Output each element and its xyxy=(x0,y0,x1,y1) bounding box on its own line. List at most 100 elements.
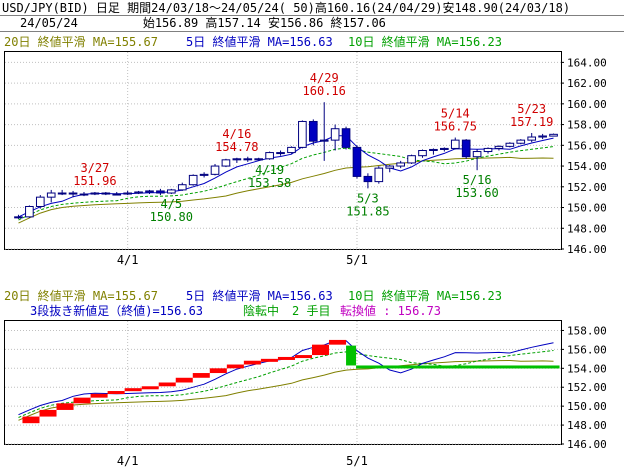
candle xyxy=(494,145,504,151)
candle-body xyxy=(341,128,351,148)
candle xyxy=(287,146,296,154)
candle-body xyxy=(90,192,100,195)
candle-body xyxy=(363,175,373,183)
candle xyxy=(25,205,34,218)
candle-body xyxy=(298,120,307,148)
brick-up xyxy=(209,368,227,374)
brick-up xyxy=(73,397,91,404)
brick-up xyxy=(243,360,261,365)
top-y-tick-label: 148.00 xyxy=(567,222,607,235)
candlestick-y-axis: 164.00 162.00 160.00 158.00 156.00 154.00 152.… xyxy=(561,56,607,256)
candle-body xyxy=(25,205,34,218)
candle xyxy=(123,190,132,196)
candle xyxy=(265,151,274,160)
candle-body xyxy=(79,193,89,196)
candle-body xyxy=(308,120,318,142)
top-y-tick-label: 154.00 xyxy=(567,160,607,173)
annotation-value: 151.85 xyxy=(346,204,389,218)
chart-header-period: USD/JPY(BID) 日足 期間24/03/18～24/05/24( 50)… xyxy=(2,1,571,15)
annotation-date: 5/14 xyxy=(441,107,470,121)
candle xyxy=(35,195,45,209)
candle xyxy=(46,189,56,203)
bottom-y-tick-label: 148.00 xyxy=(567,419,607,432)
candle xyxy=(374,166,384,184)
candle-body xyxy=(156,190,165,194)
brick-up xyxy=(39,409,57,417)
candle-body xyxy=(188,174,198,186)
candle-body xyxy=(123,192,132,195)
top-y-tick-label: 146.00 xyxy=(567,243,607,256)
legend-top-ma5: 5日 終値平滑 MA=156.63 xyxy=(186,34,333,49)
candle xyxy=(527,132,537,143)
brick-down xyxy=(346,345,357,366)
candle-body xyxy=(472,151,482,158)
candle-body xyxy=(167,189,176,194)
candle xyxy=(156,188,165,196)
candle xyxy=(472,149,482,171)
bottom-ma10-line xyxy=(18,350,554,418)
candle xyxy=(232,157,242,163)
three-line-break-count: 2 手目 xyxy=(292,304,330,318)
brick-up xyxy=(107,391,125,395)
top-y-tick-label: 156.00 xyxy=(567,139,607,152)
latest-ohlc: 始156.89 高157.14 安156.86 終157.06 xyxy=(142,16,386,30)
annotation-value: 156.75 xyxy=(434,120,477,134)
candle xyxy=(418,149,427,158)
three-line-break-label: 3段抜き新値足（終値)=156.63 xyxy=(30,303,203,318)
bottom-y-tick-label: 158.00 xyxy=(567,324,607,337)
candle xyxy=(177,182,187,191)
brick-up xyxy=(175,377,193,383)
chart-header-latest: 24/05/24 始156.89 高157.14 安156.86 終157.06 xyxy=(20,16,386,30)
candle xyxy=(363,173,373,189)
legend-bottom-ma20: 20日 終値平滑 MA=155.67 xyxy=(4,288,158,303)
candle-body xyxy=(461,139,471,158)
bottom-y-tick-label: 152.00 xyxy=(567,381,607,394)
bottom-y-tick-label: 156.00 xyxy=(567,343,607,356)
candle-body xyxy=(505,142,515,147)
legend-top-ma20: 20日 終値平滑 MA=155.67 xyxy=(4,34,158,49)
candle-body xyxy=(68,192,78,195)
annotation-value: 151.96 xyxy=(73,174,116,188)
candle-body xyxy=(538,135,547,138)
brick-up xyxy=(158,382,176,387)
candle-body xyxy=(243,158,253,161)
legend-bottom-ma5: 5日 終値平滑 MA=156.63 xyxy=(186,288,333,303)
candle-body xyxy=(429,148,438,152)
annotation-date: 4/5 xyxy=(160,197,182,211)
three-line-break-y-axis: 158.00 156.00 154.00 152.00 150.00 148.00 146.… xyxy=(561,324,607,451)
candle-body xyxy=(199,173,209,176)
brick-up xyxy=(260,358,278,362)
latest-date: 24/05/24 xyxy=(20,16,78,30)
candle-body xyxy=(46,192,56,198)
candlestick-panel xyxy=(4,51,562,250)
candle-body xyxy=(385,165,395,169)
candlestick-series xyxy=(14,102,558,219)
annotation-date: 5/16 xyxy=(463,173,492,187)
candlestick-x-axis: 4/1 5/1 xyxy=(117,253,368,267)
candle-body xyxy=(101,192,111,195)
candle-body xyxy=(440,147,449,150)
candle xyxy=(221,158,231,168)
candle-body xyxy=(134,191,143,194)
annotation-date: 3/27 xyxy=(80,161,109,175)
candle-body xyxy=(330,128,340,141)
candle-body xyxy=(527,136,537,141)
candle-body xyxy=(549,133,558,137)
top-y-tick-label: 160.00 xyxy=(567,98,607,111)
three-line-break-state: 陰転中 xyxy=(243,303,279,318)
candle xyxy=(210,163,220,176)
candle-body xyxy=(483,147,493,153)
annotation-value: 153.60 xyxy=(455,186,498,200)
annotation-value: 153.58 xyxy=(248,176,291,190)
candle xyxy=(319,102,329,161)
annotation-value: 154.78 xyxy=(215,140,258,154)
candle xyxy=(276,150,285,156)
brick-up xyxy=(294,355,312,359)
bottom-y-tick-label: 154.00 xyxy=(567,362,607,375)
bottom-ma20-line xyxy=(18,359,554,421)
candle-body xyxy=(374,167,384,183)
candle-body xyxy=(35,196,45,207)
candle xyxy=(254,157,264,161)
candle xyxy=(243,156,253,162)
